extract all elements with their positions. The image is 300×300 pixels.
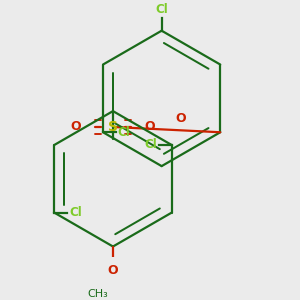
Text: Cl: Cl: [155, 3, 168, 16]
Text: Cl: Cl: [118, 126, 130, 139]
Text: S: S: [108, 120, 118, 134]
Text: O: O: [175, 112, 186, 125]
Text: Cl: Cl: [69, 206, 82, 219]
Text: O: O: [145, 121, 155, 134]
Text: O: O: [70, 121, 81, 134]
Text: O: O: [108, 265, 118, 278]
Text: CH₃: CH₃: [88, 289, 109, 299]
Text: Cl: Cl: [144, 139, 157, 152]
